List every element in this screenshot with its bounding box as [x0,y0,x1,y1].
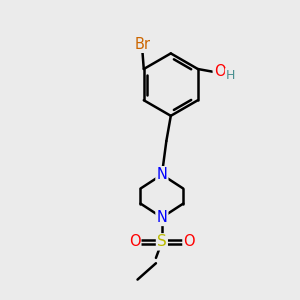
Text: H: H [226,69,235,82]
Text: O: O [183,234,195,249]
Text: N: N [157,210,167,225]
Text: N: N [157,167,167,182]
Text: S: S [157,234,167,249]
Text: Br: Br [134,37,150,52]
Text: O: O [214,64,225,80]
Text: O: O [129,234,140,249]
